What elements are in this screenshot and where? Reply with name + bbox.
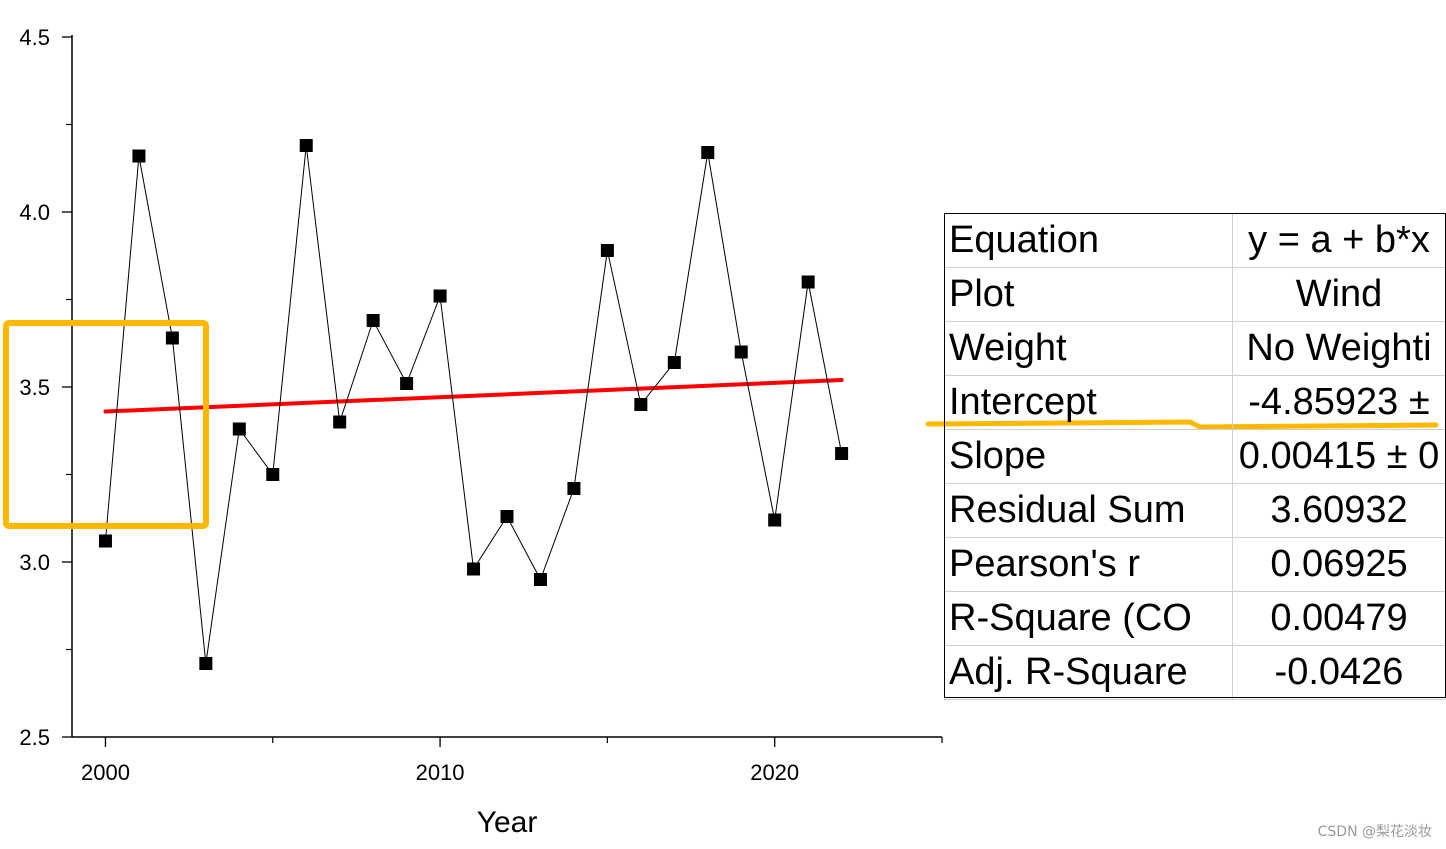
stats-key: Plot [944, 267, 1233, 322]
stats-row: Equation y = a + b*x [944, 213, 1446, 268]
stats-key: Weight [944, 321, 1233, 376]
stats-row: Plot Wind [944, 267, 1446, 322]
stats-value: 3.60932 [1232, 483, 1446, 538]
watermark: CSDN @梨花淡妆 [1317, 824, 1432, 840]
x-axis-label: Year [477, 806, 538, 839]
stats-key: Adj. R-Square [944, 645, 1233, 700]
data-point [835, 447, 849, 460]
data-point [467, 562, 481, 576]
stats-value: 0.06925 [1232, 537, 1446, 592]
stats-row: Intercept -4.85923 ± [944, 375, 1446, 430]
data-point [232, 422, 246, 436]
stats-row: Slope 0.00415 ± 0 [944, 429, 1446, 484]
fit-line [103, 378, 844, 414]
stats-key: Pearson's r [944, 537, 1233, 592]
stats-value: -4.85923 ± [1232, 375, 1446, 430]
x-tick-label: 2000 [81, 760, 130, 785]
data-point [299, 139, 313, 152]
x-tick-label: 2020 [750, 760, 799, 785]
stats-value: y = a + b*x [1232, 213, 1446, 268]
data-point [500, 510, 514, 523]
data-point [333, 415, 347, 429]
stats-value: -0.0426 [1232, 645, 1446, 700]
stats-value: Wind [1232, 267, 1446, 322]
stats-key: R-Square (CO [944, 591, 1233, 646]
y-tick-label: 4.5 [19, 25, 50, 50]
y-tick-label: 4.0 [19, 200, 50, 225]
stats-value: 0.00415 ± 0 [1232, 429, 1446, 484]
data-point [366, 314, 380, 327]
stats-row: Adj. R-Square -0.0426 [944, 645, 1446, 700]
data-point [701, 146, 715, 159]
data-point [266, 468, 280, 481]
stats-value: 0.00479 [1232, 591, 1446, 646]
data-point [199, 657, 213, 670]
stats-value: No Weighti [1232, 321, 1446, 376]
data-point [433, 289, 447, 303]
stats-row: Weight No Weighti [944, 321, 1446, 376]
data-point [400, 377, 414, 390]
stats-key: Slope [944, 429, 1233, 484]
data-point [132, 149, 146, 163]
stats-row: Residual Sum 3.60932 [944, 483, 1446, 538]
data-point [667, 356, 681, 369]
y-tick-label: 3.0 [19, 550, 50, 575]
data-point [634, 398, 648, 411]
series-line [104, 145, 843, 664]
y-tick-label: 2.5 [19, 725, 50, 750]
y-tick-label: 3.5 [19, 375, 50, 400]
data-point [734, 345, 748, 359]
data-point [533, 573, 547, 586]
x-tick-label: 2010 [416, 760, 465, 785]
data-point [98, 534, 112, 548]
data-point [600, 244, 614, 257]
data-point [165, 331, 179, 345]
data-point [801, 275, 815, 289]
stats-row: R-Square (CO 0.00479 [944, 591, 1446, 646]
stats-key: Equation [944, 213, 1233, 268]
stats-table: Equation y = a + b*x Plot Wind Weight No Weig… [944, 213, 1446, 700]
data-point [567, 482, 581, 495]
stats-key: Residual Sum [944, 483, 1233, 538]
highlight-box [3, 320, 209, 529]
stats-row: Pearson's r 0.06925 [944, 537, 1446, 592]
stats-key: Intercept [944, 375, 1233, 430]
data-point [768, 513, 782, 527]
